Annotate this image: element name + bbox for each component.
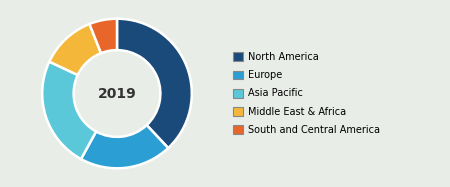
Wedge shape [50, 24, 101, 75]
Legend: North America, Europe, Asia Pacific, Middle East & Africa, South and Central Ame: North America, Europe, Asia Pacific, Mid… [228, 47, 384, 140]
Text: 2019: 2019 [98, 87, 136, 100]
Wedge shape [42, 62, 96, 159]
Wedge shape [117, 19, 192, 148]
Wedge shape [81, 125, 168, 168]
Wedge shape [90, 19, 117, 53]
